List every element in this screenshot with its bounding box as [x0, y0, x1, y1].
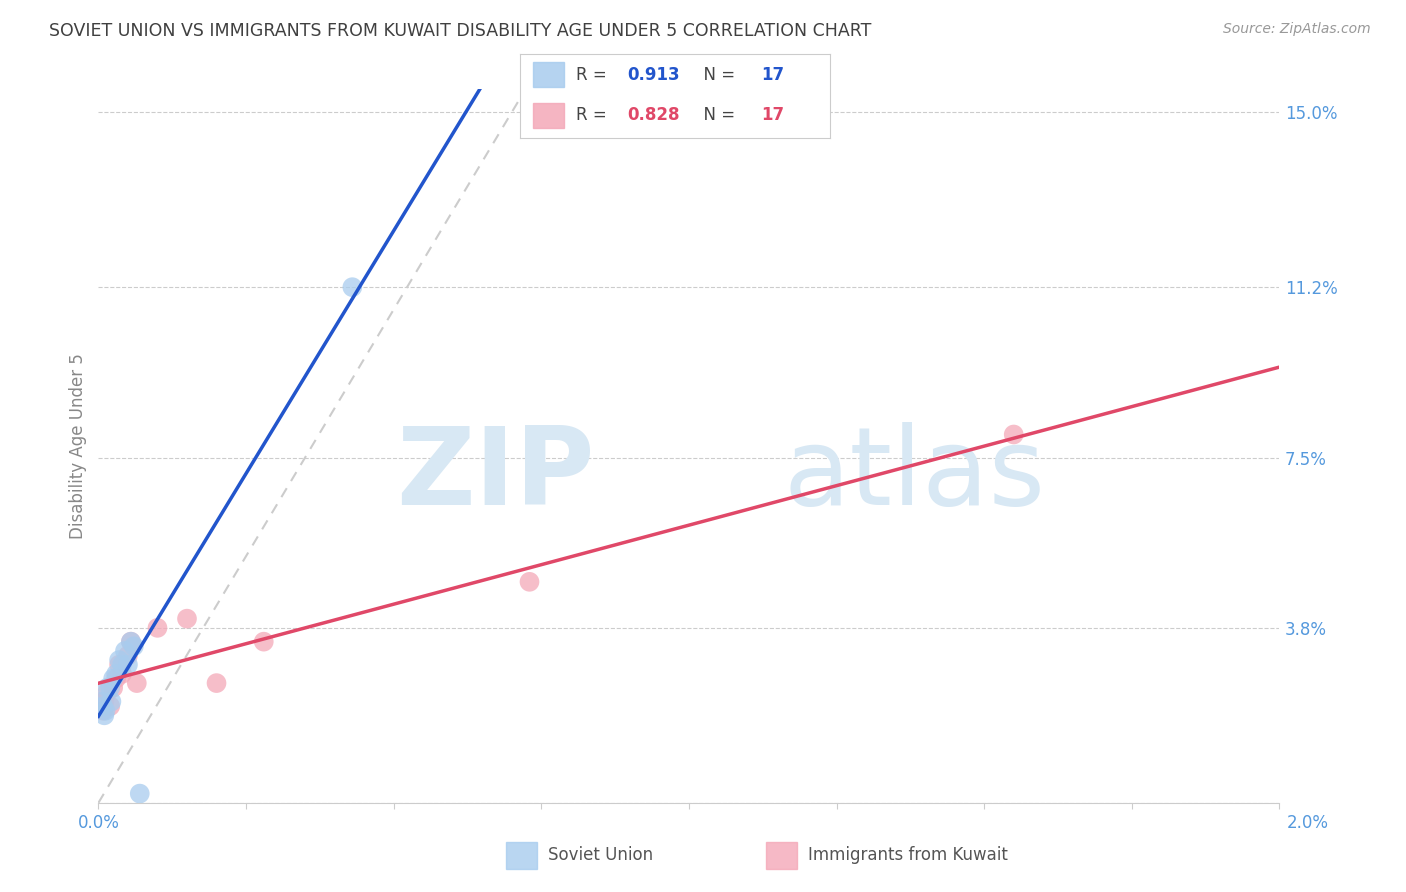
Text: N =: N = [693, 66, 741, 84]
Point [108, 653, 131, 667]
Point [96, 681, 118, 695]
Point [176, 612, 198, 626]
Point [122, 640, 145, 654]
Point [125, 676, 148, 690]
Point [94, 704, 117, 718]
Text: atlas: atlas [783, 422, 1046, 527]
Text: 17: 17 [762, 106, 785, 124]
Text: 17: 17 [762, 66, 785, 84]
Point [108, 657, 131, 672]
Point [93, 708, 115, 723]
Point [93, 694, 115, 708]
Point [100, 694, 122, 708]
Text: R =: R = [576, 106, 612, 124]
Bar [533, 103, 564, 128]
Point [120, 634, 142, 648]
Point [342, 280, 364, 294]
Text: N =: N = [693, 106, 741, 124]
Point [253, 634, 276, 648]
Point [90, 694, 112, 708]
Bar [533, 62, 564, 87]
Point [105, 672, 128, 686]
Text: Immigrants from Kuwait: Immigrants from Kuwait [808, 847, 1008, 864]
Text: 0.828: 0.828 [627, 106, 679, 124]
Text: R =: R = [576, 66, 612, 84]
Point [117, 648, 139, 663]
Point [146, 621, 169, 635]
Text: Soviet Union: Soviet Union [548, 847, 654, 864]
Point [103, 672, 125, 686]
Point [103, 681, 125, 695]
Text: SOVIET UNION VS IMMIGRANTS FROM KUWAIT DISABILITY AGE UNDER 5 CORRELATION CHART: SOVIET UNION VS IMMIGRANTS FROM KUWAIT D… [49, 22, 872, 40]
Point [128, 787, 150, 801]
Point [114, 644, 136, 658]
Text: 2.0%: 2.0% [1286, 814, 1329, 832]
Point [1002, 427, 1025, 442]
Point [120, 634, 142, 648]
Point [111, 666, 134, 681]
Point [96, 685, 118, 699]
Point [98, 681, 121, 695]
Text: Source: ZipAtlas.com: Source: ZipAtlas.com [1223, 22, 1371, 37]
Y-axis label: Disability Age Under 5: Disability Age Under 5 [69, 353, 87, 539]
Point [519, 574, 541, 589]
Text: 0.913: 0.913 [627, 66, 679, 84]
Point [91, 699, 114, 714]
Point [117, 657, 139, 672]
Point [111, 657, 134, 672]
Point [91, 704, 114, 718]
Text: ZIP: ZIP [396, 422, 595, 527]
Point [105, 666, 128, 681]
Point [98, 699, 121, 714]
Point [205, 676, 228, 690]
